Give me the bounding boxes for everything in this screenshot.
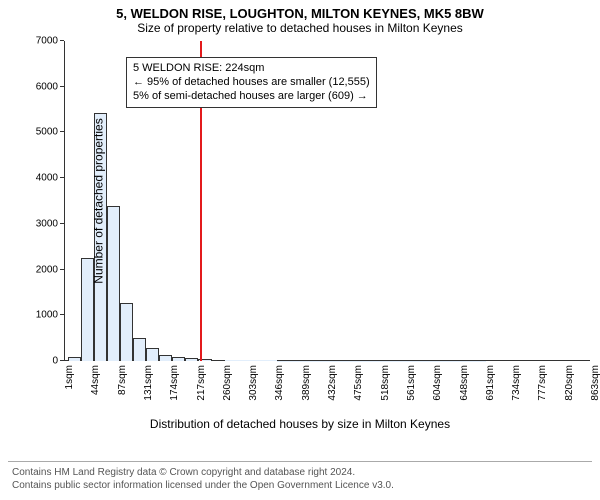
x-tick-label: 131sqm (143, 365, 154, 401)
annotation-line-2: ← 95% of detached houses are smaller (12… (133, 76, 370, 90)
x-tick-label: 303sqm (248, 365, 259, 401)
y-tick-label: 0 (52, 356, 64, 367)
x-tick-label: 561sqm (406, 365, 417, 401)
y-tick-label: 1000 (36, 310, 64, 321)
y-tick-mark (60, 86, 64, 87)
y-tick-mark (60, 360, 64, 361)
histogram-bar (159, 355, 172, 361)
y-axis-label: Number of detached properties (92, 118, 106, 283)
y-tick-label: 6000 (36, 81, 64, 92)
x-tick-label: 604sqm (432, 365, 443, 401)
histogram-bar (133, 338, 146, 361)
y-tick-label: 5000 (36, 127, 64, 138)
y-tick-label: 7000 (36, 36, 64, 47)
y-tick-mark (60, 314, 64, 315)
x-tick-label: 87sqm (117, 365, 128, 395)
x-tick-label: 863sqm (590, 365, 600, 401)
histogram-bar (146, 348, 159, 361)
histogram-bar (68, 357, 81, 361)
x-tick-label: 475sqm (353, 365, 364, 401)
footer-attribution: Contains HM Land Registry data © Crown c… (8, 461, 592, 496)
page-title: 5, WELDON RISE, LOUGHTON, MILTON KEYNES,… (8, 6, 592, 21)
y-tick-label: 2000 (36, 264, 64, 275)
y-tick-mark (60, 131, 64, 132)
x-tick-label: 44sqm (90, 365, 101, 395)
annotation-line-3: 5% of semi-detached houses are larger (6… (133, 90, 370, 104)
x-tick-label: 432sqm (327, 365, 338, 401)
x-tick-label: 820sqm (564, 365, 575, 401)
y-tick-label: 3000 (36, 218, 64, 229)
footer-line-2: Contains public sector information licen… (12, 479, 588, 492)
x-tick-label: 260sqm (222, 365, 233, 401)
y-tick-mark (60, 40, 64, 41)
histogram-chart: 5 WELDON RISE: 224sqm ← 95% of detached … (64, 41, 590, 361)
y-tick-label: 4000 (36, 173, 64, 184)
histogram-bar (172, 357, 185, 361)
x-tick-label: 648sqm (459, 365, 470, 401)
histogram-bar (107, 206, 120, 361)
histogram-bar (238, 360, 251, 361)
x-tick-label: 389sqm (301, 365, 312, 401)
x-tick-label: 346sqm (274, 365, 285, 401)
histogram-bar (264, 360, 277, 361)
x-tick-label: 174sqm (169, 365, 180, 401)
histogram-bar (225, 360, 238, 361)
annotation-line-1: 5 WELDON RISE: 224sqm (133, 62, 370, 76)
histogram-bar (185, 358, 198, 361)
x-tick-label: 691sqm (485, 365, 496, 401)
chart-subtitle: Size of property relative to detached ho… (8, 21, 592, 35)
y-tick-mark (60, 223, 64, 224)
x-tick-label: 777sqm (537, 365, 548, 401)
x-axis-title: Distribution of detached houses by size … (8, 417, 592, 431)
footer-line-1: Contains HM Land Registry data © Crown c… (12, 466, 588, 479)
histogram-bar (251, 360, 264, 361)
x-tick-label: 734sqm (511, 365, 522, 401)
y-tick-mark (60, 269, 64, 270)
annotation-box: 5 WELDON RISE: 224sqm ← 95% of detached … (126, 57, 377, 108)
y-tick-mark (60, 177, 64, 178)
x-tick-label: 1sqm (64, 365, 75, 389)
histogram-bar (212, 360, 225, 361)
x-tick-label: 518sqm (380, 365, 391, 401)
histogram-bar (120, 303, 133, 362)
x-tick-label: 217sqm (196, 365, 207, 401)
